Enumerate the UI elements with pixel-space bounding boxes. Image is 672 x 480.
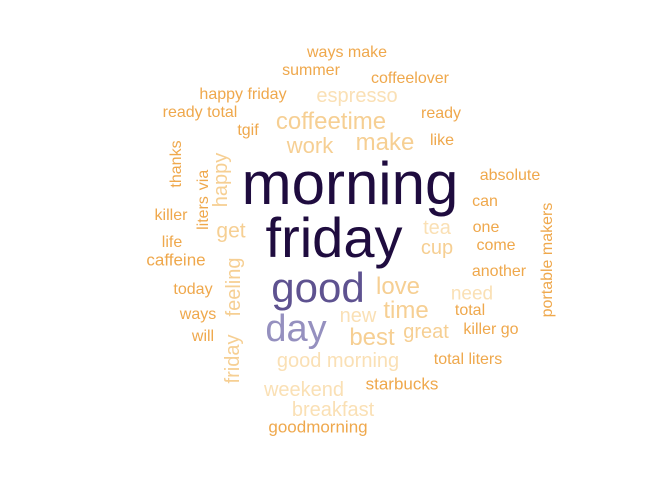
word-come: come (476, 237, 516, 254)
word-day: day (265, 308, 327, 350)
word-friday: friday (265, 206, 403, 269)
word-absolute: absolute (479, 167, 541, 184)
word-life: life (161, 234, 183, 251)
word-total-liters: total liters (433, 351, 503, 368)
word-will: will (191, 328, 215, 345)
word-get: get (216, 219, 246, 243)
word-coffeetime: coffeetime (275, 108, 387, 135)
word-can: can (472, 193, 498, 210)
word-make: make (355, 129, 415, 156)
word-need: need (450, 283, 494, 305)
word-time: time (383, 297, 429, 324)
word-good: good (271, 264, 365, 311)
word-one: one (472, 219, 500, 236)
word-coffeelover: coffeelover (371, 70, 449, 87)
word-tea: tea (423, 217, 451, 239)
word-tgif: tgif (237, 122, 259, 139)
word-love: love (375, 273, 421, 300)
word-ways: ways (179, 306, 217, 323)
word-new: new (339, 305, 377, 327)
word-good-morning: good morning (276, 350, 400, 372)
word-friday-vertical: friday (222, 334, 244, 384)
word-great: great (403, 321, 449, 343)
word-total: total (454, 302, 486, 319)
word-best: best (349, 324, 395, 351)
word-summer: summer (282, 62, 340, 79)
word-work: work (286, 133, 334, 158)
word-breakfast: breakfast (291, 399, 375, 421)
word-another: another (471, 263, 527, 280)
word-cup: cup (420, 237, 454, 259)
word-ready: ready (420, 105, 462, 122)
word-caffeine: caffeine (146, 250, 206, 270)
word-killer: killer (154, 207, 188, 224)
word-ways-make: ways make (306, 44, 388, 61)
word-portable-makers: portable makers (539, 202, 556, 318)
word-weekend: weekend (263, 379, 345, 401)
word-espresso: espresso (316, 85, 398, 107)
word-killer-go: killer go (463, 321, 519, 338)
word-ready-total: ready total (162, 104, 238, 121)
word-feeling: feeling (223, 257, 245, 317)
word-today: today (173, 281, 213, 298)
word-happy-friday: happy friday (199, 86, 287, 103)
word-happy: happy (210, 152, 232, 208)
word-starbucks: starbucks (365, 374, 439, 394)
word-morning: morning (241, 150, 459, 217)
word-like: like (429, 132, 455, 149)
word-goodmorning: goodmorning (268, 417, 368, 437)
word-thanks: thanks (168, 140, 185, 188)
